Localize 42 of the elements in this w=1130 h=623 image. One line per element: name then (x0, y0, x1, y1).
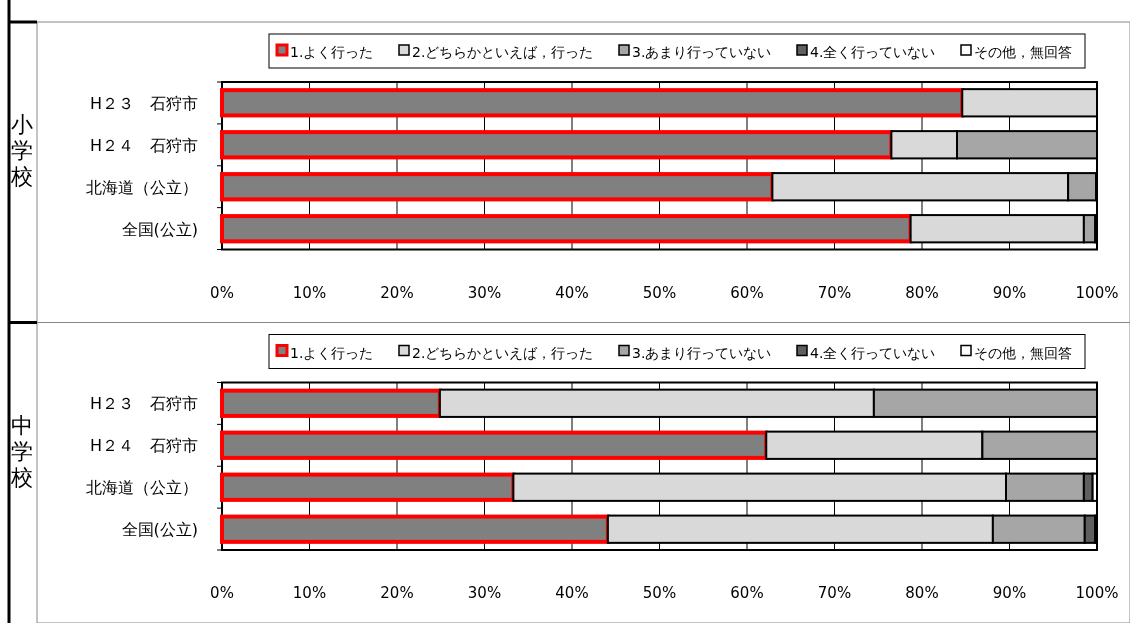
x-tick-label: 30% (467, 584, 502, 602)
legend-label: その他，無回答 (974, 344, 1072, 361)
y-tick-label: 北海道（公立） (86, 478, 198, 498)
x-tick-label: 10% (292, 584, 327, 602)
legend-label: 1.よく行った (290, 344, 374, 361)
x-tick-label: 50% (642, 283, 677, 302)
legend-label: 3.あまり行っていない (632, 44, 772, 60)
x-tick-label: 60% (730, 283, 764, 302)
x-tick-label: 70% (817, 283, 852, 302)
x-tick-label: 90% (992, 584, 1027, 602)
y-tick-label: 北海道（公立） (86, 177, 198, 197)
x-tick-label: 100% (1075, 584, 1119, 602)
x-tick-label: 30% (467, 283, 502, 302)
x-tick-label: 20% (380, 283, 414, 302)
x-tick-label: 20% (380, 584, 414, 602)
x-tick-label: 70% (817, 584, 852, 602)
text: 小学校 (10, 112, 33, 190)
x-tick-label: 0% (210, 283, 234, 302)
legend-label: 4.全く行っていない (810, 344, 936, 361)
legend-label: 2.どちらかといえば，行った (412, 44, 594, 60)
text: 中学校 (10, 412, 33, 490)
legend-label: 3.あまり行っていない (632, 344, 772, 361)
legend-label: 1.よく行った (290, 44, 374, 60)
y-tick-label: H２４ 石狩市 (89, 436, 198, 456)
x-tick-label: 0% (210, 584, 234, 602)
x-tick-label: 40% (555, 283, 589, 302)
legend-label: 4.全く行っていない (810, 44, 936, 60)
y-tick-label: 全国(公立) (121, 219, 198, 239)
y-tick-label: H２３ 石狩市 (89, 93, 198, 113)
legend-label: その他，無回答 (974, 44, 1072, 60)
x-tick-label: 60% (730, 584, 764, 602)
y-tick-label: 全国(公立) (121, 520, 198, 540)
x-tick-label: 10% (292, 283, 327, 302)
x-tick-label: 100% (1075, 283, 1119, 302)
y-tick-label: H２４ 石狩市 (89, 135, 198, 155)
x-tick-label: 50% (642, 584, 677, 602)
x-tick-label: 80% (905, 283, 939, 302)
x-tick-label: 40% (555, 584, 589, 602)
legend-label: 2.どちらかといえば，行った (412, 344, 594, 361)
x-tick-label: 90% (992, 283, 1027, 302)
x-tick-label: 80% (905, 584, 939, 602)
y-tick-label: H２３ 石狩市 (89, 394, 198, 414)
